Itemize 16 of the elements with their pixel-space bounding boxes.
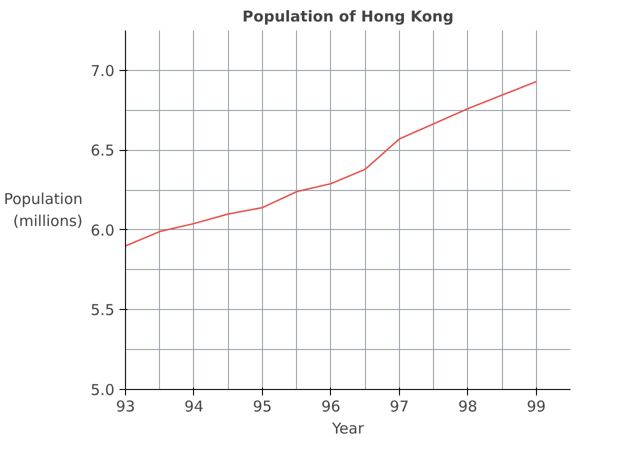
x-tick-label: 97 [390,398,409,416]
y-axis-title: Population (millions) [4,190,83,230]
x-tick-label: 99 [526,398,546,416]
y-tick-label: 6.5 [90,142,115,160]
x-tick-label: 96 [321,398,340,416]
x-tick-label: 93 [116,398,136,416]
y-tick-label: 5.5 [90,301,115,320]
chart-title: Population of Hong Kong [242,8,454,26]
x-tick-label: 95 [252,398,272,416]
x-tick-label: 94 [184,398,204,416]
y-tick-label: 5.0 [90,381,115,399]
x-tick-label: 98 [458,398,478,416]
y-tick-label: 7.0 [90,62,115,80]
y-tick-label: 6.0 [90,221,115,240]
line-series [126,80,538,247]
x-axis-title: Year [331,420,365,438]
